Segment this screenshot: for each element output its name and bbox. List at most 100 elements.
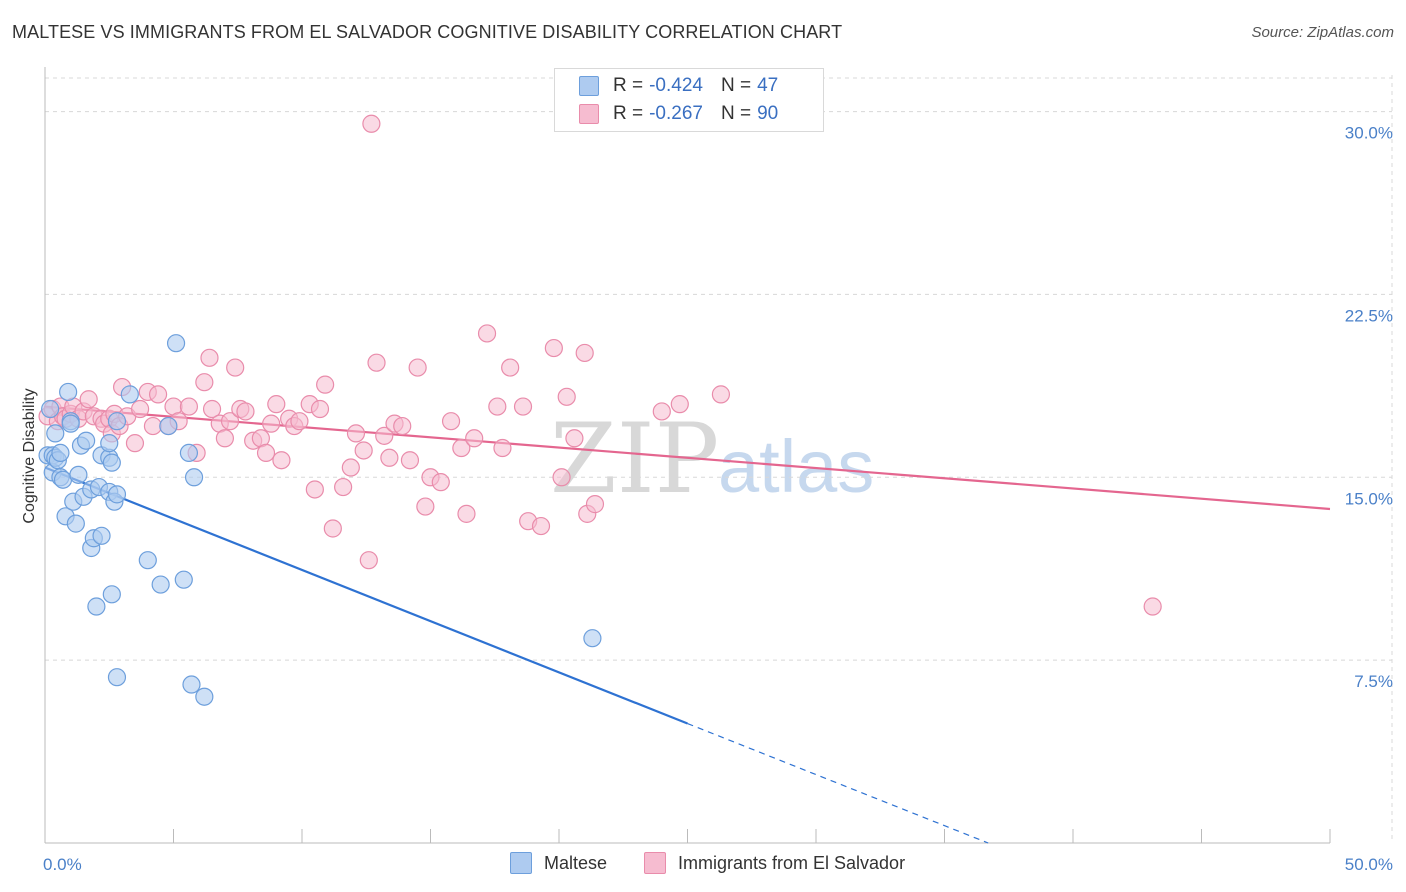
salvador-point bbox=[431, 473, 450, 492]
salvador-point bbox=[552, 468, 571, 487]
salvador-point bbox=[416, 497, 435, 516]
maltese-point bbox=[107, 412, 127, 431]
salvador-point bbox=[544, 338, 563, 358]
legend-r-label: R = bbox=[613, 75, 644, 96]
salvador-point bbox=[652, 402, 671, 421]
maltese-point bbox=[151, 575, 170, 594]
maltese-point bbox=[77, 431, 96, 450]
salvador-point bbox=[477, 324, 497, 343]
maltese-point bbox=[195, 687, 214, 706]
maltese-point bbox=[159, 416, 178, 436]
legend-n-value: 90 bbox=[757, 103, 779, 124]
salvador-point bbox=[215, 429, 234, 448]
salvador-point bbox=[130, 399, 150, 419]
salvador-point bbox=[354, 441, 373, 460]
salvador-point bbox=[585, 495, 605, 514]
maltese-legend-label: Maltese bbox=[544, 852, 608, 873]
chart-title: MALTESE VS IMMIGRANTS FROM EL SALVADOR C… bbox=[12, 22, 843, 42]
salvador-point bbox=[200, 348, 219, 367]
salvador-point bbox=[272, 451, 291, 470]
salvador-point bbox=[362, 114, 381, 133]
maltese-point bbox=[46, 424, 65, 443]
salvador-point bbox=[575, 343, 594, 363]
y-tick-label: 15.0% bbox=[1345, 489, 1393, 508]
series-legend-maltese[interactable]: Maltese bbox=[510, 852, 607, 874]
salvador-point bbox=[359, 551, 378, 570]
y-tick-label: 7.5% bbox=[1354, 672, 1393, 691]
salvador-point bbox=[488, 397, 507, 416]
salvador-point bbox=[513, 397, 533, 416]
maltese-trend-extension bbox=[687, 722, 989, 844]
maltese-point bbox=[174, 570, 193, 589]
salvador-point bbox=[267, 395, 286, 414]
maltese-point bbox=[182, 675, 201, 694]
salvador-point bbox=[262, 414, 281, 433]
salvador-point bbox=[346, 424, 366, 443]
salvador-point bbox=[565, 429, 584, 448]
x-tick-label: 0.0% bbox=[43, 855, 82, 874]
salvador-point bbox=[1143, 597, 1162, 616]
salvador-point bbox=[316, 375, 335, 394]
maltese-point bbox=[120, 385, 139, 404]
legend-r-value: -0.267 bbox=[649, 103, 703, 124]
y-axis-title: Cognitive Disability bbox=[21, 388, 38, 523]
salvador-point bbox=[143, 416, 163, 436]
salvador-point bbox=[236, 402, 255, 421]
salvador-points bbox=[38, 114, 1162, 616]
maltese-point bbox=[41, 399, 60, 419]
salvador-point bbox=[256, 443, 276, 463]
maltese-point bbox=[184, 468, 204, 487]
salvador-point bbox=[457, 504, 476, 523]
correlation-legend: R = -0.424 N = 47 R = -0.267 N = 90 bbox=[554, 68, 824, 132]
salvador-point bbox=[465, 429, 484, 448]
salvador-point bbox=[148, 385, 168, 404]
salvador-point bbox=[408, 358, 427, 377]
salvador-point bbox=[179, 397, 199, 416]
watermark: ZIP atlas bbox=[550, 403, 874, 515]
maltese-point bbox=[583, 629, 602, 648]
maltese-legend-swatch bbox=[510, 852, 532, 874]
salvador-point bbox=[202, 399, 222, 419]
salvador-point bbox=[393, 416, 412, 436]
series-legend-salvador[interactable]: Immigrants from El Salvador bbox=[644, 852, 905, 874]
salvador-point bbox=[375, 426, 394, 445]
maltese-points bbox=[38, 334, 602, 706]
trend-lines bbox=[44, 405, 1331, 844]
maltese-point bbox=[59, 382, 78, 402]
salvador-point bbox=[380, 448, 399, 467]
maltese-point bbox=[100, 434, 119, 453]
chart-source: Source: ZipAtlas.com bbox=[1251, 24, 1394, 41]
salvador-point bbox=[79, 390, 98, 409]
salvador-point bbox=[531, 516, 551, 536]
salvador-point bbox=[441, 412, 461, 431]
maltese-point bbox=[69, 465, 88, 484]
maltese-point bbox=[107, 485, 127, 504]
legend-r-value: -0.424 bbox=[649, 75, 703, 96]
maltese-point bbox=[92, 526, 111, 545]
series-legend: Maltese Immigrants from El Salvador bbox=[0, 852, 1406, 878]
salvador-point bbox=[711, 385, 731, 404]
legend-n-value: 47 bbox=[757, 75, 779, 96]
salvador-point bbox=[557, 387, 576, 406]
maltese-point bbox=[179, 443, 199, 463]
maltese-point bbox=[102, 585, 121, 604]
salvador-point bbox=[670, 395, 689, 414]
legend-r-label: R = bbox=[613, 103, 644, 124]
maltese-point bbox=[87, 597, 106, 616]
y-tick-label: 30.0% bbox=[1345, 124, 1393, 143]
salvador-point bbox=[220, 412, 240, 431]
maltese-point bbox=[61, 414, 80, 433]
salvador-point bbox=[226, 358, 245, 377]
salvador-point bbox=[195, 373, 214, 392]
salvador-point bbox=[290, 412, 309, 431]
salvador-point bbox=[400, 451, 420, 470]
maltese-point bbox=[138, 551, 157, 570]
legend-row-salvador: R = -0.267 N = 90 bbox=[579, 101, 778, 127]
salvador-point bbox=[305, 480, 324, 499]
maltese-swatch bbox=[579, 76, 599, 96]
maltese-trend-line bbox=[44, 466, 688, 725]
y-tick-label: 22.5% bbox=[1345, 306, 1393, 325]
salvador-legend-label: Immigrants from El Salvador bbox=[678, 852, 906, 873]
salvador-point bbox=[310, 399, 330, 419]
